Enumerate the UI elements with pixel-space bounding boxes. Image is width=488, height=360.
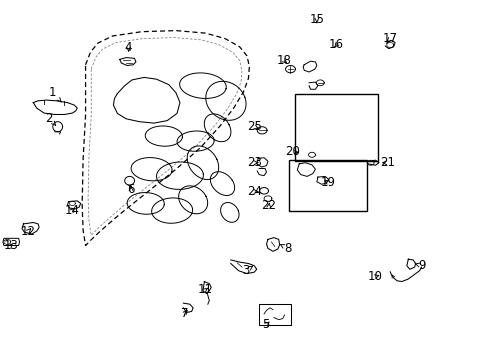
Text: 18: 18 <box>276 54 290 67</box>
Text: 10: 10 <box>367 270 382 283</box>
Text: 17: 17 <box>382 32 397 45</box>
Text: 21: 21 <box>379 156 394 169</box>
Text: 9: 9 <box>414 259 425 272</box>
Text: 11: 11 <box>198 283 212 296</box>
Bar <box>294 94 377 161</box>
Text: 13: 13 <box>3 239 18 252</box>
Bar <box>289 160 366 211</box>
Text: 16: 16 <box>328 39 343 51</box>
Text: 19: 19 <box>321 176 335 189</box>
Text: 12: 12 <box>21 225 36 238</box>
Text: 23: 23 <box>246 156 261 169</box>
Text: 20: 20 <box>285 145 299 158</box>
Text: 3: 3 <box>242 264 252 277</box>
Text: 5: 5 <box>262 318 269 331</box>
Text: 22: 22 <box>261 199 276 212</box>
Text: 14: 14 <box>65 204 80 217</box>
Text: 8: 8 <box>280 242 291 255</box>
Text: 1: 1 <box>49 86 61 102</box>
Text: 2: 2 <box>45 112 56 125</box>
Text: 6: 6 <box>127 183 135 196</box>
Text: 15: 15 <box>309 13 324 26</box>
Bar <box>259 304 290 325</box>
Text: 24: 24 <box>246 185 261 198</box>
Text: 7: 7 <box>181 307 188 320</box>
Text: 25: 25 <box>246 120 261 133</box>
Text: 4: 4 <box>124 41 132 54</box>
